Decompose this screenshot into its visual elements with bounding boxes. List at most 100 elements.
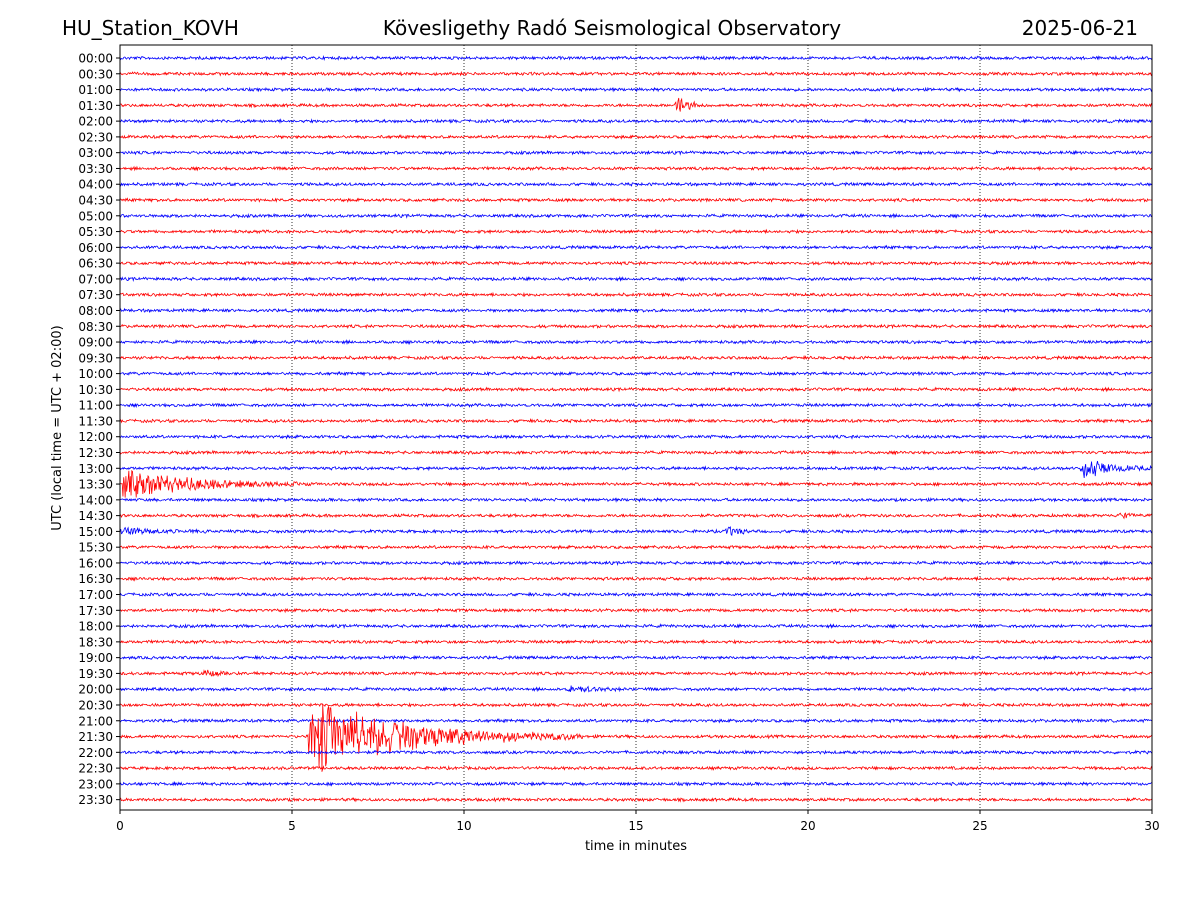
y-tick-label: 17:00 [78, 588, 113, 602]
y-tick-label: 18:00 [78, 620, 113, 634]
y-tick-label: 12:30 [78, 446, 113, 460]
trace-18-00 [119, 623, 1153, 630]
trace-12-30 [119, 449, 1153, 456]
trace-lines [119, 54, 1153, 803]
y-tick-label: 19:30 [78, 667, 113, 681]
y-tick-label: 11:30 [78, 414, 113, 428]
trace-23-30 [119, 796, 1153, 803]
y-tick-label: 07:00 [78, 272, 113, 286]
y-tick-label: 08:30 [78, 320, 113, 334]
trace-06-30 [119, 260, 1153, 267]
trace-15-00 [119, 525, 1153, 537]
y-tick-label: 14:00 [78, 493, 113, 507]
trace-03-30 [119, 165, 1153, 172]
y-tick-label: 20:30 [78, 698, 113, 712]
trace-05-00 [119, 212, 1153, 219]
trace-09-00 [119, 339, 1153, 346]
x-axis-label: time in minutes [585, 839, 687, 854]
y-tick-label: 23:30 [78, 793, 113, 807]
x-tick-label: 30 [1144, 819, 1159, 833]
y-tick-label: 10:30 [78, 383, 113, 397]
trace-13-00 [119, 461, 1153, 478]
trace-22-00 [119, 749, 1153, 755]
y-tick-label: 06:00 [78, 241, 113, 255]
trace-07-00 [119, 275, 1153, 282]
y-tick-label: 05:00 [78, 209, 113, 223]
trace-06-00 [119, 244, 1153, 251]
x-tick-label: 25 [972, 819, 987, 833]
y-tick-label: 02:00 [78, 115, 113, 129]
y-tick-label: 23:00 [78, 777, 113, 791]
y-tick-label: 21:30 [78, 730, 113, 744]
y-tick-label: 12:00 [78, 430, 113, 444]
y-tick-label: 17:30 [78, 604, 113, 618]
trace-01-00 [119, 86, 1153, 93]
x-tick-label: 5 [288, 819, 296, 833]
trace-21-00 [119, 717, 1153, 724]
trace-10-30 [119, 386, 1153, 393]
trace-05-30 [119, 228, 1153, 235]
y-tick-label: 07:30 [78, 288, 113, 302]
y-tick-label: 13:30 [78, 478, 113, 492]
y-tick-label: 05:30 [78, 225, 113, 239]
trace-17-00 [119, 591, 1153, 598]
grid-lines [291, 45, 981, 810]
x-tick-labels: 0 5 10 15 20 25 30 [116, 810, 1160, 833]
y-tick-label: 16:00 [78, 556, 113, 570]
trace-22-30 [119, 764, 1153, 771]
y-tick-label: 09:00 [78, 336, 113, 350]
trace-11-00 [119, 402, 1153, 409]
y-tick-label: 18:30 [78, 635, 113, 649]
y-tick-label: 20:00 [78, 683, 113, 697]
y-tick-label: 04:30 [78, 194, 113, 208]
trace-18-30 [119, 638, 1153, 645]
y-tick-label: 11:00 [78, 399, 113, 413]
trace-23-00 [119, 780, 1153, 787]
y-tick-label: 21:00 [78, 714, 113, 728]
trace-20-00 [119, 685, 1153, 693]
trace-19-30 [119, 669, 1153, 678]
y-tick-label: 08:00 [78, 304, 113, 318]
trace-00-00 [119, 54, 1153, 62]
trace-08-00 [119, 307, 1153, 314]
trace-13-30 [119, 469, 1153, 498]
x-tick-label: 15 [628, 819, 643, 833]
y-tick-label: 19:00 [78, 651, 113, 665]
y-tick-label: 02:30 [78, 130, 113, 144]
trace-12-00 [119, 433, 1153, 440]
y-tick-label: 09:30 [78, 351, 113, 365]
chart-date: 2025-06-21 [1021, 16, 1138, 40]
trace-16-30 [119, 575, 1153, 582]
trace-21-30 [119, 704, 1153, 772]
y-tick-label: 10:00 [78, 367, 113, 381]
y-tick-label: 00:30 [78, 67, 113, 81]
trace-00-30 [119, 70, 1153, 77]
trace-20-30 [119, 701, 1153, 708]
chart-title: Kövesligethy Radó Seismological Observat… [382, 16, 842, 40]
y-tick-label: 16:30 [78, 572, 113, 586]
y-tick-label: 13:00 [78, 462, 113, 476]
trace-03-00 [119, 149, 1153, 156]
trace-10-00 [119, 370, 1153, 377]
y-tick-label: 03:00 [78, 146, 113, 160]
trace-16-00 [119, 560, 1153, 566]
y-tick-label: 15:30 [78, 541, 113, 555]
trace-11-30 [119, 418, 1153, 424]
trace-02-30 [119, 134, 1153, 140]
y-tick-label: 03:30 [78, 162, 113, 176]
y-tick-label: 22:00 [78, 746, 113, 760]
y-tick-label: 01:00 [78, 83, 113, 97]
trace-07-30 [119, 291, 1153, 298]
y-axis-label: UTC (local time = UTC + 02:00) [50, 325, 65, 530]
y-tick-label: 15:00 [78, 525, 113, 539]
trace-01-30 [119, 97, 1153, 112]
trace-15-30 [119, 544, 1153, 551]
station-name: HU_Station_KOVH [62, 16, 239, 40]
y-tick-label: 00:00 [78, 52, 113, 66]
x-tick-label: 0 [116, 819, 124, 833]
y-tick-label: 06:30 [78, 257, 113, 271]
trace-04-30 [119, 197, 1153, 204]
trace-04-00 [119, 181, 1153, 187]
